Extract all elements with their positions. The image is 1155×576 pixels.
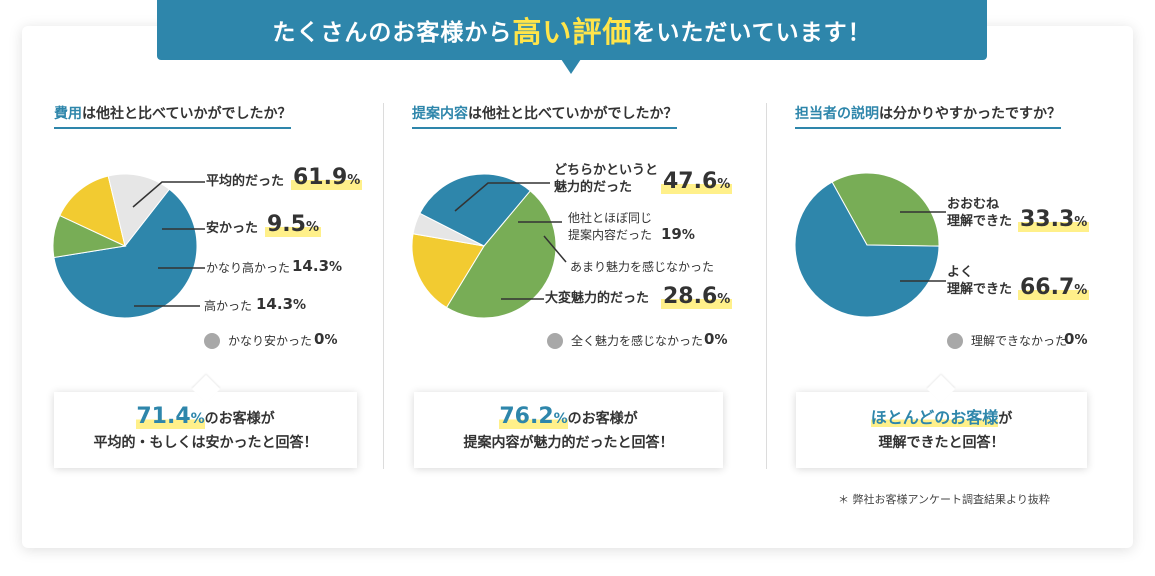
label-cost-avg: 平均的だった bbox=[206, 174, 285, 189]
label-prop-little: あまり魅力を感じなかった bbox=[570, 260, 715, 274]
value-prop-very: 28.6% bbox=[661, 284, 733, 309]
value-prop-none: 0% bbox=[704, 330, 728, 348]
value-cost-vcheap: 0% bbox=[314, 330, 338, 348]
summary-staff-line1: ほとんどのお客様が bbox=[870, 407, 1013, 427]
label-prop-very: 大変魅力的だった bbox=[545, 291, 650, 306]
label-cost-vhigh: かなり高かった bbox=[206, 261, 291, 275]
value-cost-vhigh: 14.3% bbox=[292, 257, 343, 275]
label-staff-mostly: おおむね 理解できた bbox=[947, 197, 1013, 229]
banner-arrow bbox=[561, 59, 581, 74]
label-staff-well: よく 理解できた bbox=[947, 265, 1013, 297]
label-staff-not: 理解できなかった bbox=[971, 334, 1068, 348]
banner-text-post: をいただいています！ bbox=[632, 20, 872, 46]
value-cost-cheap: 9.5% bbox=[265, 212, 322, 237]
question-cost-highlight: 費用 bbox=[54, 106, 82, 122]
divider-1 bbox=[383, 103, 384, 469]
summary-proposal-line1: 76.2%のお客様が bbox=[499, 404, 638, 429]
pie-slice-0-3 bbox=[107, 173, 171, 248]
summary-staff: ほとんどのお客様が 理解できたと回答！ bbox=[796, 392, 1087, 468]
leader-cost-avg bbox=[132, 181, 205, 208]
leader-prop-some bbox=[454, 182, 550, 212]
pie-staff bbox=[794, 172, 940, 318]
value-cost-high: 14.3% bbox=[256, 295, 307, 313]
question-staff-highlight: 担当者の説明 bbox=[795, 106, 879, 122]
value-cost-avg: 61.9% bbox=[291, 165, 363, 190]
summary-proposal-line2: 提案内容が魅力的だったと回答！ bbox=[463, 435, 674, 451]
label-cost-vcheap: かなり安かった bbox=[228, 334, 313, 348]
value-staff-well: 66.7% bbox=[1018, 275, 1090, 300]
pie-slice-0-2 bbox=[59, 175, 126, 247]
pie-proposal bbox=[411, 173, 557, 319]
label-prop-same: 他社とほぼ同じ 提案内容だった bbox=[568, 211, 653, 242]
summary-cost-line1: 71.4%のお客様が bbox=[136, 404, 275, 429]
legend-dot-cost-vcheap bbox=[204, 333, 220, 349]
banner-highlight: 高い評価 bbox=[512, 15, 633, 49]
question-cost-rest: は他社と比べていかがでしたか？ bbox=[82, 106, 292, 122]
question-proposal-rest: は他社と比べていかがでしたか？ bbox=[468, 106, 678, 122]
footnote: ＊ 弊社お客様アンケート調査結果より抜粋 bbox=[838, 493, 1050, 506]
summary-staff-line2: 理解できたと回答！ bbox=[878, 434, 1005, 451]
value-staff-not: 0% bbox=[1064, 330, 1088, 348]
legend-dot-staff-not bbox=[947, 333, 963, 349]
value-prop-same: 19% bbox=[661, 225, 695, 243]
summary-proposal: 76.2%のお客様が 提案内容が魅力的だったと回答！ bbox=[414, 392, 723, 468]
label-cost-cheap: 安かった bbox=[206, 221, 259, 236]
pie-slice-0-0 bbox=[53, 188, 198, 319]
question-staff-rest: は分かりやすかったですか？ bbox=[879, 106, 1061, 122]
divider-2 bbox=[766, 103, 767, 469]
question-cost: 費用は他社と比べていかがでしたか？ bbox=[54, 103, 292, 129]
summary-proposal-value: 76.2% bbox=[499, 404, 568, 429]
question-staff: 担当者の説明は分かりやすかったですか？ bbox=[795, 103, 1061, 129]
pie-slice-1-1 bbox=[411, 233, 485, 309]
pie-cost bbox=[52, 173, 198, 319]
leader-prop-little bbox=[543, 235, 567, 263]
pie-slice-2-0 bbox=[831, 172, 940, 247]
summary-cost-line2: 平均的・もしくは安かったと回答！ bbox=[93, 435, 318, 451]
question-proposal: 提案内容は他社と比べていかがでしたか？ bbox=[412, 103, 678, 129]
leader-lines bbox=[132, 181, 946, 307]
banner-text-pre: たくさんのお客様から bbox=[272, 20, 513, 46]
summary-cost-value: 71.4% bbox=[136, 404, 205, 429]
pie-slice-2-1 bbox=[794, 181, 940, 318]
legend-dot-prop-none bbox=[547, 333, 563, 349]
summary-cost: 71.4%のお客様が 平均的・もしくは安かったと回答！ bbox=[54, 392, 357, 468]
label-prop-some: どちらかというと 魅力的だった bbox=[554, 163, 659, 195]
banner: たくさんのお客様から 高い評価 をいただいています！ bbox=[157, 0, 987, 60]
question-proposal-highlight: 提案内容 bbox=[412, 106, 468, 122]
summary-staff-highlight: ほとんどのお客様 bbox=[870, 407, 999, 427]
label-cost-high: 高かった bbox=[204, 299, 253, 313]
label-prop-none: 全く魅力を感じなかった bbox=[571, 334, 704, 348]
value-staff-mostly: 33.3% bbox=[1018, 207, 1090, 232]
value-prop-some: 47.6% bbox=[661, 169, 733, 194]
